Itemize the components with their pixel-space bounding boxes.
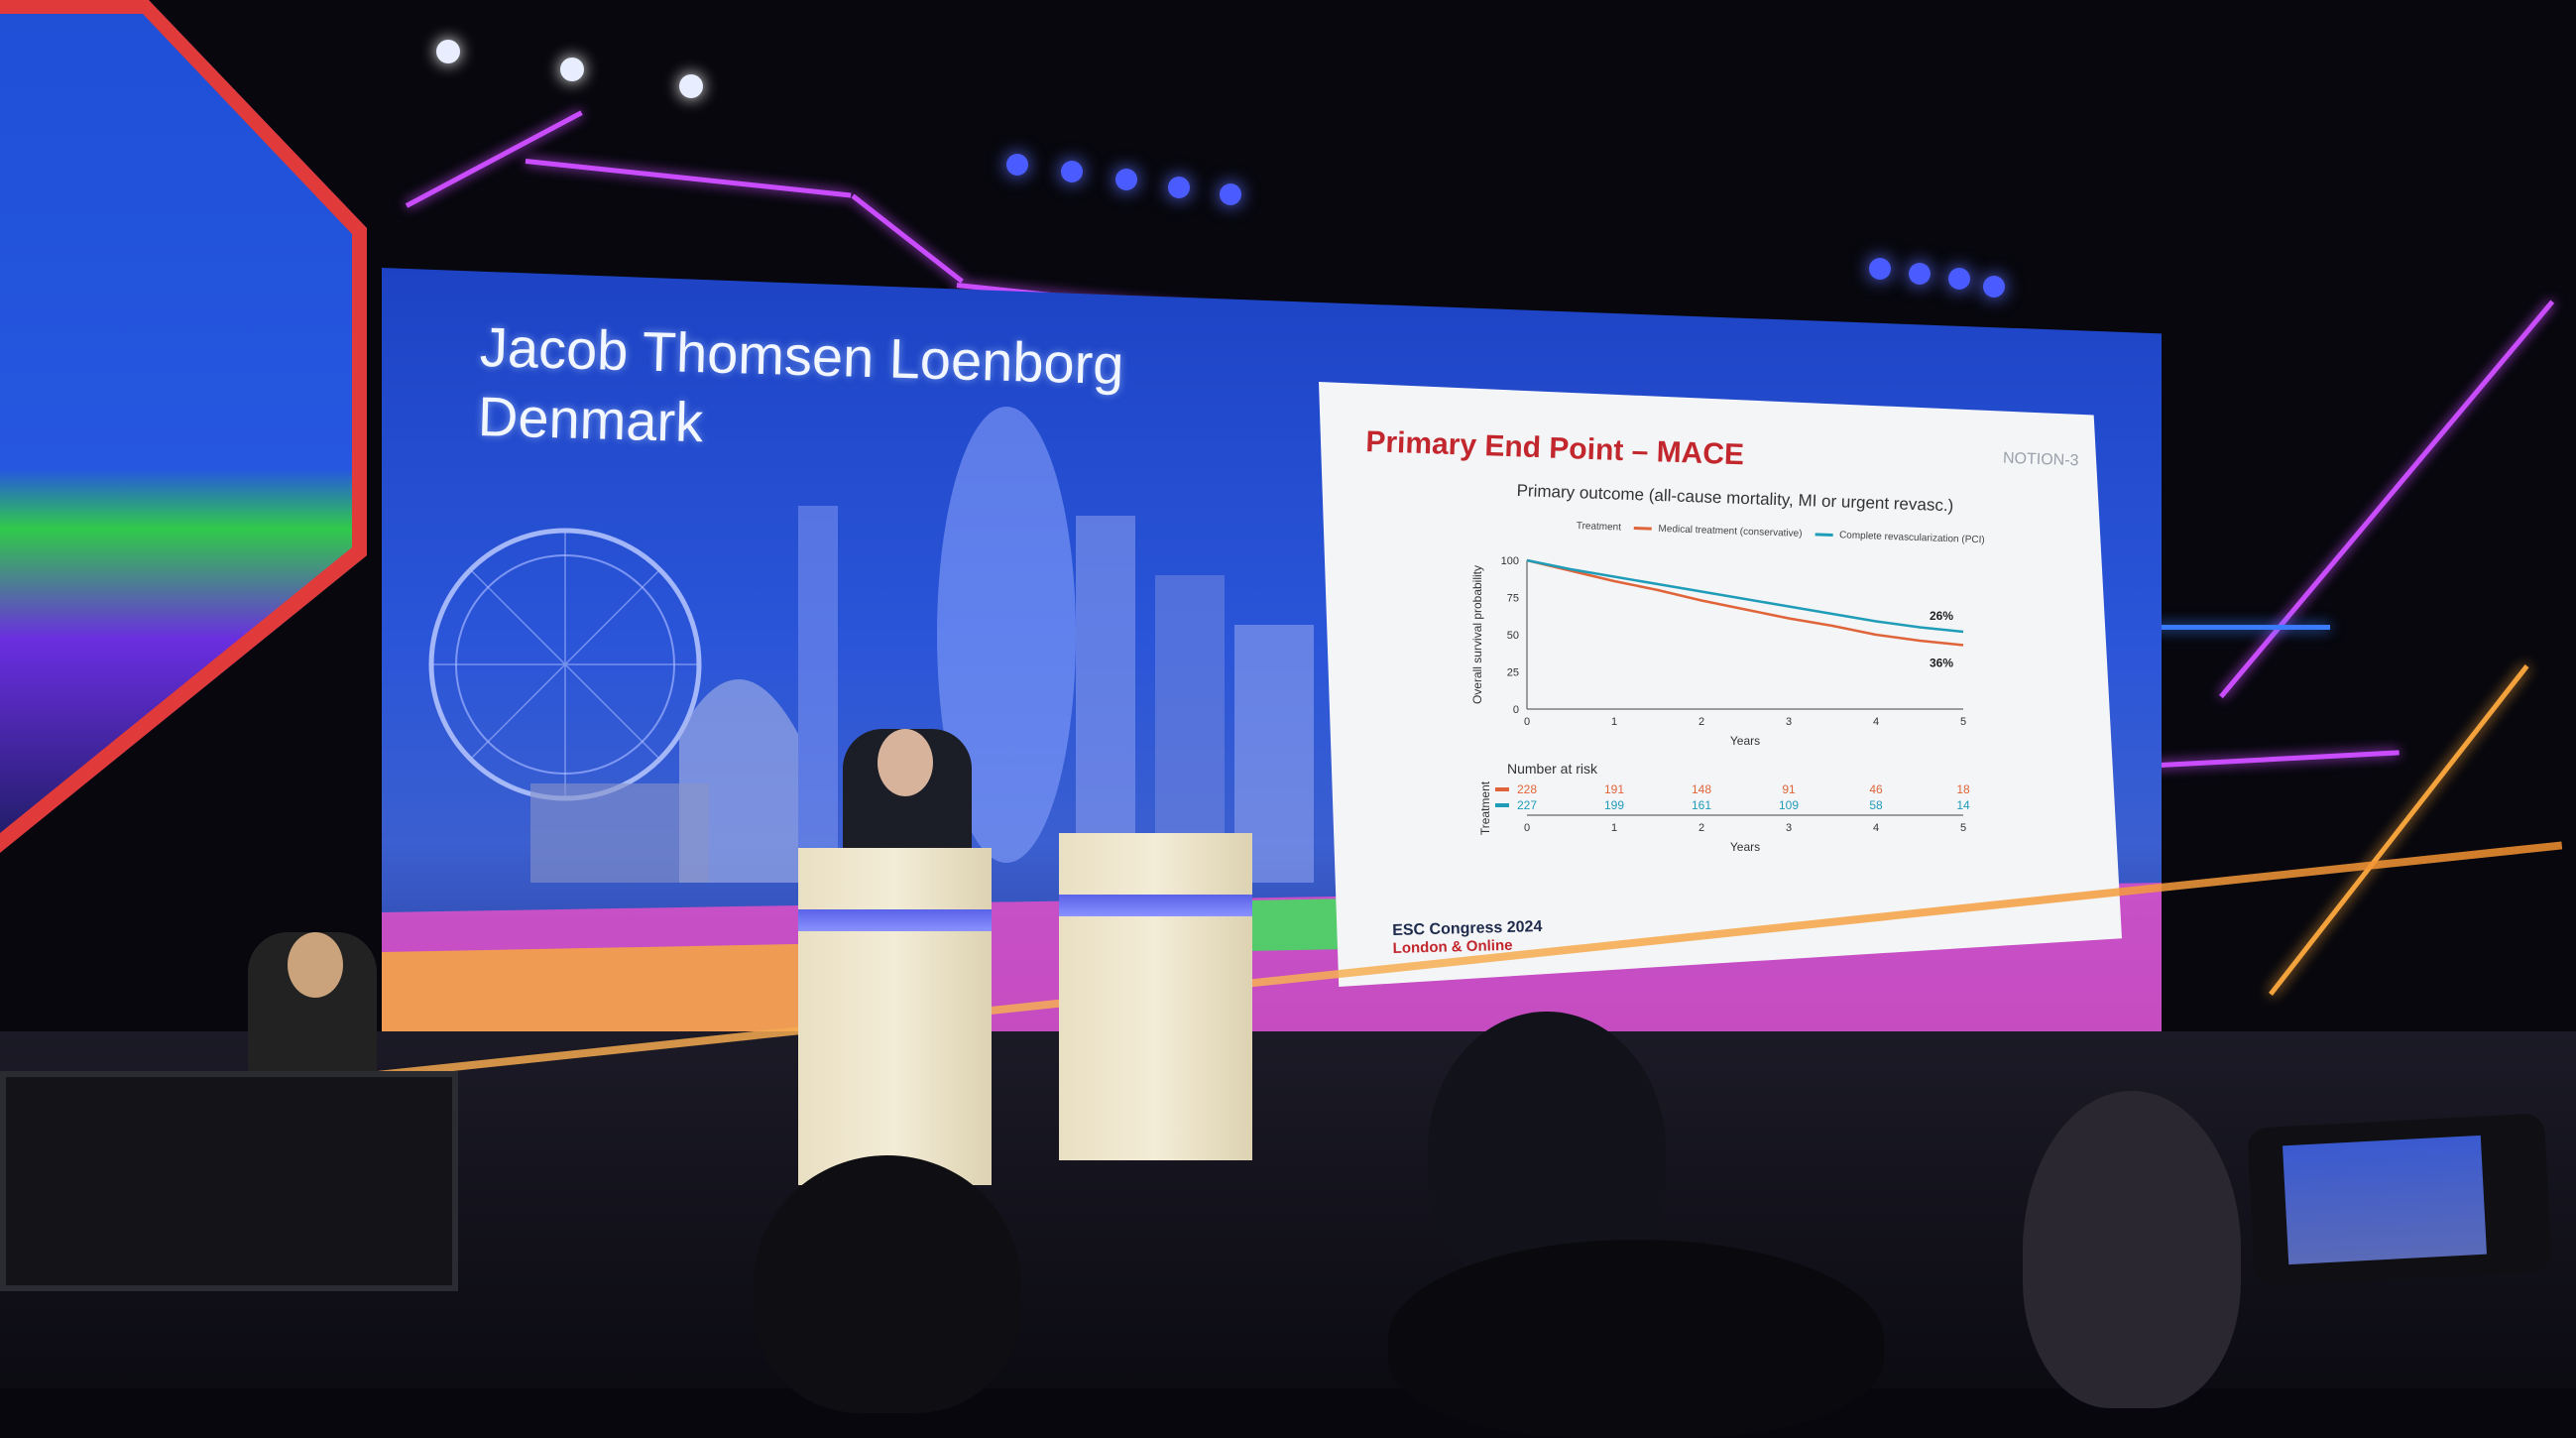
y-tick-label: 0 (1513, 704, 1519, 716)
chairperson-head (288, 932, 343, 998)
risk-x-tick-label: 3 (1786, 822, 1792, 834)
audience-head (1388, 1240, 1884, 1438)
neon-line (851, 193, 964, 284)
y-tick-label: 50 (1507, 630, 1519, 642)
risk-count-pci: 14 (1956, 798, 1970, 812)
audience-head (2023, 1091, 2241, 1408)
spotlight (436, 40, 460, 63)
x-tick-label: 0 (1524, 716, 1530, 728)
stage-light (1006, 154, 1028, 176)
legend-swatch-medical (1633, 526, 1652, 531)
risk-count-medical: 18 (1956, 782, 1970, 796)
stage-light (1220, 183, 1241, 205)
spotlight (679, 74, 703, 98)
confidence-monitor (0, 1071, 458, 1291)
stage-light (1115, 169, 1137, 190)
stage-light (1909, 263, 1931, 285)
series-line-medical (1526, 558, 1964, 647)
risk-table-ylabel: Treatment (1478, 780, 1492, 835)
y-tick-label: 25 (1507, 667, 1519, 679)
x-axis-label: Years (1730, 734, 1760, 748)
y-tick-label: 75 (1507, 593, 1519, 605)
x-tick-label: 5 (1960, 716, 1966, 728)
risk-x-tick-label: 5 (1960, 822, 1966, 834)
end-label-pci: 26% (1930, 609, 1953, 623)
x-tick-label: 3 (1786, 716, 1792, 728)
audience-head (754, 1155, 1021, 1413)
podium-right (1059, 833, 1252, 1160)
risk-count-medical: 191 (1604, 782, 1624, 796)
podium-light-band (1059, 895, 1252, 916)
conference-stage-photo: Jacob Thomsen Loenborg Denmark Primary E… (0, 0, 2576, 1408)
stage-light (1168, 177, 1190, 198)
risk-table-title: Number at risk (1507, 761, 1598, 777)
risk-x-tick-label: 0 (1524, 822, 1530, 834)
risk-count-medical: 228 (1517, 782, 1537, 796)
risk-count-medical: 91 (1782, 782, 1796, 796)
risk-count-medical: 148 (1692, 782, 1711, 796)
x-tick-label: 4 (1873, 716, 1879, 728)
podium-left (798, 848, 992, 1185)
stage-light (1869, 258, 1891, 280)
neon-line (2141, 750, 2400, 769)
neon-line (2219, 300, 2555, 699)
stage-light (1061, 161, 1083, 182)
y-axis-label: Overall survival probability (1470, 565, 1484, 704)
neon-line (525, 159, 852, 198)
trial-tag: NOTION-3 (2002, 449, 2079, 470)
risk-count-pci: 109 (1779, 798, 1799, 812)
legend-heading: Treatment (1576, 521, 1622, 534)
risk-count-pci: 227 (1517, 798, 1537, 812)
side-video-screen (0, 0, 367, 853)
risk-x-axis-label: Years (1730, 840, 1760, 854)
legend-swatch-pci (1815, 533, 1833, 537)
x-tick-label: 1 (1611, 716, 1617, 728)
neon-line (405, 110, 583, 208)
neon-line (2269, 663, 2529, 997)
risk-count-pci: 199 (1604, 798, 1624, 812)
risk-swatch-pci (1495, 803, 1509, 807)
y-tick-label: 100 (1501, 555, 1519, 567)
risk-x-tick-label: 1 (1611, 822, 1617, 834)
presentation-slide: Primary End Point – MACE NOTION-3 Primar… (1319, 382, 2122, 987)
risk-count-medical: 46 (1869, 782, 1883, 796)
slide-title: Primary End Point – MACE (1364, 425, 1745, 472)
stage-light (1948, 268, 1970, 290)
end-label-medical: 36% (1930, 657, 1953, 670)
speaker-head (878, 729, 933, 796)
risk-x-tick-label: 2 (1698, 822, 1704, 834)
slide-subtitle: Primary outcome (all-cause mortality, MI… (1516, 481, 1954, 516)
phone-screen (2282, 1135, 2488, 1265)
x-tick-label: 2 (1698, 716, 1704, 728)
series-line-pci (1526, 558, 1964, 634)
risk-x-tick-label: 4 (1873, 822, 1879, 834)
risk-count-pci: 58 (1869, 798, 1883, 812)
risk-swatch-medical (1495, 787, 1509, 791)
neon-line (2152, 625, 2330, 630)
speaker-caption: Jacob Thomsen Loenborg Denmark (477, 312, 1124, 469)
spotlight (560, 58, 584, 81)
legend-label-medical: Medical treatment (conservative) (1658, 523, 1803, 539)
risk-count-pci: 161 (1692, 798, 1711, 812)
stage-light (1983, 276, 2005, 298)
podium-light-band (798, 909, 992, 931)
